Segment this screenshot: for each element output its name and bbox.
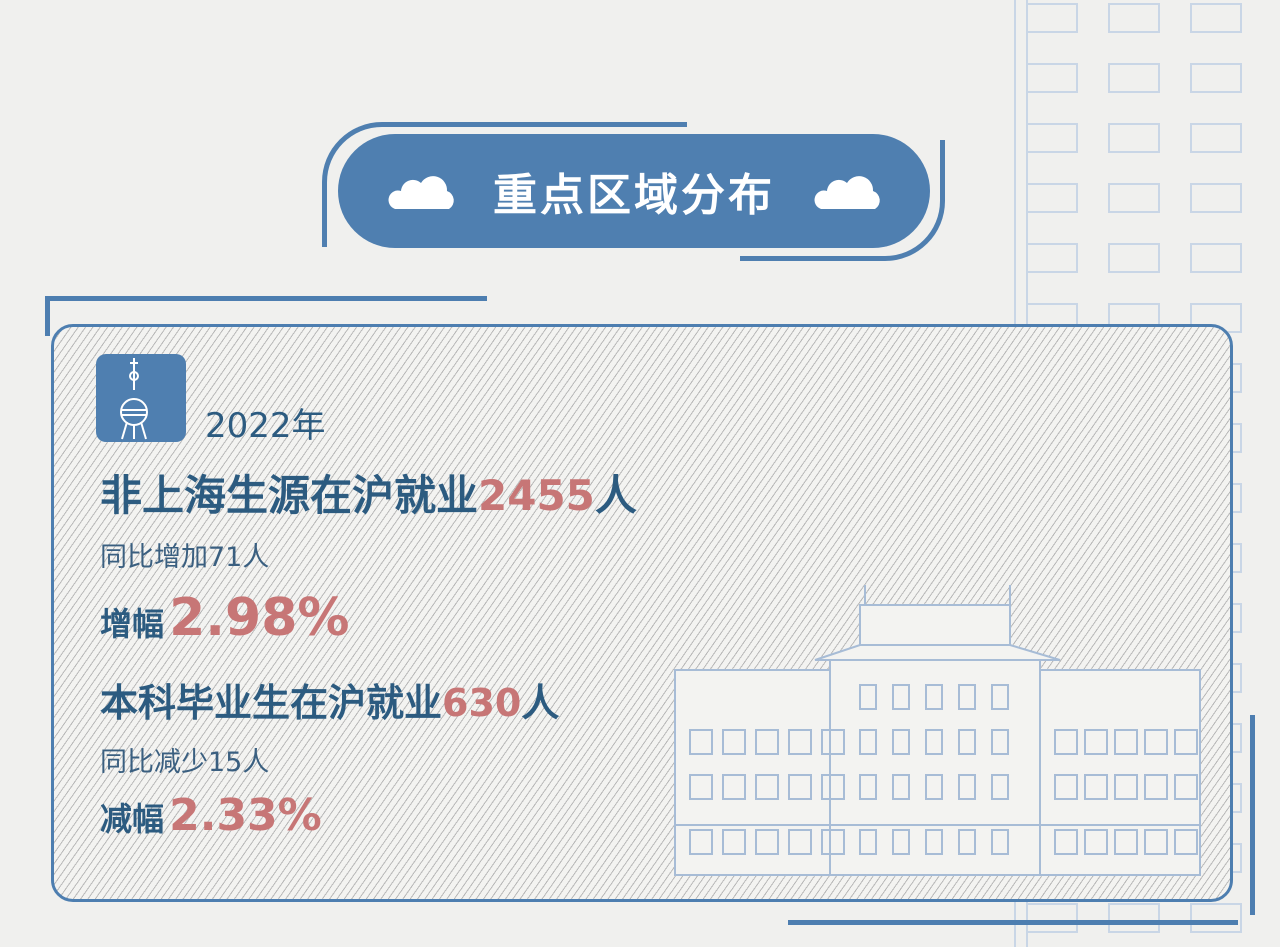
window: [892, 729, 910, 755]
window: [1174, 729, 1198, 755]
window: [925, 684, 943, 710]
window: [722, 729, 746, 755]
window: [1084, 774, 1108, 800]
window: [1026, 183, 1078, 213]
stat1-label: 非上海生源在沪就业: [100, 471, 479, 520]
stat1-rate-row: 增幅 2.98%: [100, 588, 350, 648]
window: [1108, 3, 1160, 33]
window: [1190, 63, 1242, 93]
window: [1190, 243, 1242, 273]
window: [722, 829, 746, 855]
building-illustration: [674, 585, 1201, 876]
window: [958, 829, 976, 855]
decor-line: [45, 296, 50, 336]
stat1-headline: 非上海生源在沪就业2455人: [100, 462, 637, 523]
window: [859, 729, 877, 755]
window: [1144, 729, 1168, 755]
window: [958, 729, 976, 755]
decor-line: [1250, 715, 1255, 915]
window: [722, 774, 746, 800]
oriental-pearl-tower-icon: [96, 354, 186, 442]
stat2-unit: 人: [521, 681, 560, 725]
window: [859, 829, 877, 855]
stat1-unit: 人: [594, 471, 637, 520]
stat2-change: 同比减少15人: [100, 747, 270, 778]
window: [1084, 829, 1108, 855]
window: [755, 774, 779, 800]
window: [1054, 774, 1078, 800]
section-title: 重点区域分布: [493, 170, 775, 221]
window: [689, 829, 713, 855]
window: [755, 829, 779, 855]
stat2-label: 本科毕业生在沪就业: [100, 681, 443, 725]
window: [991, 829, 1009, 855]
section-title-banner: 重点区域分布: [338, 134, 930, 248]
window: [1114, 729, 1138, 755]
window: [991, 729, 1009, 755]
window: [991, 684, 1009, 710]
window: [689, 729, 713, 755]
window: [1026, 903, 1078, 933]
window: [788, 774, 812, 800]
window: [1144, 829, 1168, 855]
stat2-rate: 2.33%: [169, 790, 322, 841]
title-decor-arc: [740, 140, 945, 261]
window: [1108, 183, 1160, 213]
window: [859, 774, 877, 800]
window: [1108, 243, 1160, 273]
window: [1026, 63, 1078, 93]
window: [1190, 3, 1242, 33]
window: [1026, 243, 1078, 273]
stat2-headline: 本科毕业生在沪就业630人: [100, 672, 559, 727]
window: [821, 829, 845, 855]
window: [1114, 774, 1138, 800]
stat1-change: 同比增加71人: [100, 542, 270, 573]
window: [1026, 123, 1078, 153]
window: [1190, 903, 1242, 933]
window: [892, 774, 910, 800]
window: [1114, 829, 1138, 855]
window: [1190, 183, 1242, 213]
window: [958, 684, 976, 710]
window: [1054, 829, 1078, 855]
window: [689, 774, 713, 800]
window: [1144, 774, 1168, 800]
window: [892, 829, 910, 855]
window: [892, 684, 910, 710]
decor-line: [45, 296, 487, 301]
window: [859, 684, 877, 710]
window: [1084, 729, 1108, 755]
window: [1108, 123, 1160, 153]
window: [991, 774, 1009, 800]
window: [925, 829, 943, 855]
stat1-rate: 2.98%: [169, 588, 350, 648]
cloud-icon: [814, 176, 880, 209]
window: [1026, 3, 1078, 33]
window: [821, 774, 845, 800]
decor-line: [788, 920, 1238, 925]
stat1-value: 2455: [478, 471, 595, 520]
year-label: 2022年: [205, 406, 326, 446]
stat2-value: 630: [442, 681, 522, 725]
window: [755, 729, 779, 755]
title-decor-arc: [322, 122, 687, 247]
window: [788, 829, 812, 855]
stat1-rate-label: 增幅: [100, 605, 165, 643]
window: [925, 729, 943, 755]
window: [1190, 123, 1242, 153]
window: [925, 774, 943, 800]
stat2-rate-row: 减幅 2.33%: [100, 790, 322, 841]
stat2-rate-label: 减幅: [100, 800, 165, 838]
window: [1174, 829, 1198, 855]
window: [1174, 774, 1198, 800]
window: [821, 729, 845, 755]
window: [1054, 729, 1078, 755]
window: [788, 729, 812, 755]
window: [1108, 63, 1160, 93]
window: [958, 774, 976, 800]
window: [1108, 903, 1160, 933]
cloud-icon: [388, 176, 454, 209]
